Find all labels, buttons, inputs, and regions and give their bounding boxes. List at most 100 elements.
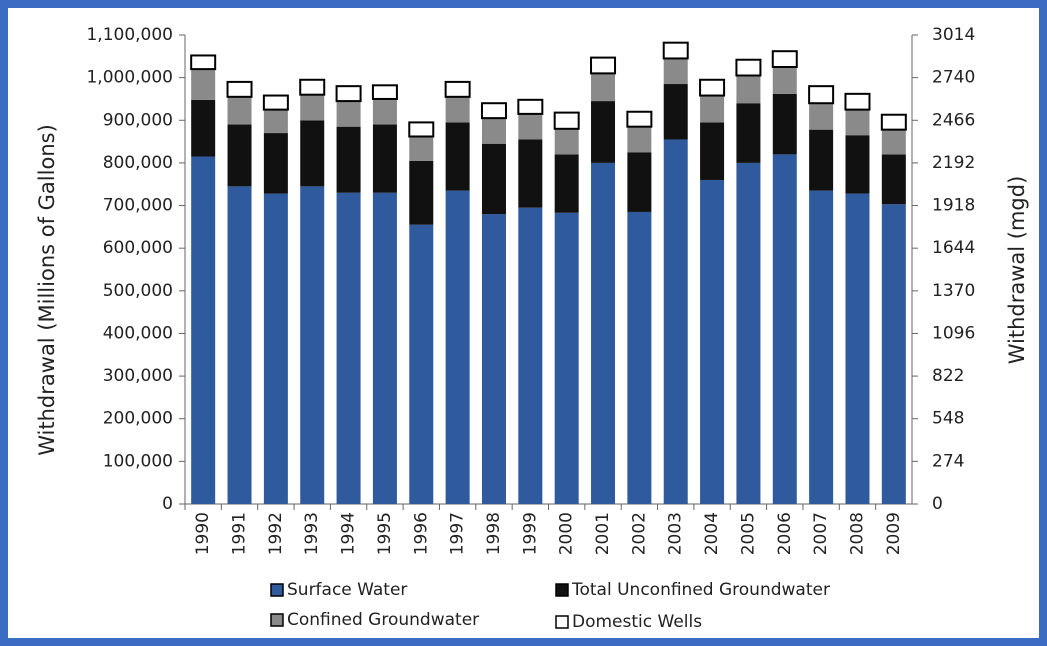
bar-segment [881,154,906,205]
bar-segment [591,101,616,163]
y2-tick-label: 0 [932,494,943,514]
y-tick-label: 900,000 [103,110,173,130]
bar-segment [700,95,725,123]
bar-segment [845,135,870,194]
bar-segment [409,224,434,504]
bar-segment [191,99,216,157]
bar-segment [335,85,362,103]
bar-segment [408,121,435,138]
bar-segment [227,186,252,505]
bar-segment [190,54,217,71]
bar-segment [554,154,579,213]
x-tick-label: 1996 [411,512,431,555]
bar-segment [554,212,579,504]
bar-segment [627,126,652,153]
x-tick-label: 2002 [629,512,649,555]
bar-segment [409,160,434,225]
bar-segment [700,122,725,180]
bar-segment [336,192,361,504]
bar-segment [262,94,289,111]
bar-segment [772,66,797,94]
y-tick-label: 0 [162,494,173,514]
x-tick-label: 1994 [339,512,359,555]
bar-segment [845,193,870,504]
x-tick-label: 2009 [884,512,904,555]
bar-segment [263,109,288,134]
x-tick-label: 1997 [448,512,468,555]
bar-segment [481,118,506,144]
y-tick-label: 300,000 [103,366,173,386]
bar-segment [627,152,652,212]
bar-segment [771,50,798,68]
y2-tick-label: 2466 [932,110,975,130]
x-tick-label: 2005 [738,512,758,555]
x-tick-label: 2006 [775,512,795,555]
bar-segment [553,111,580,130]
y2-tick-label: 274 [932,451,964,471]
bar-segment [735,58,762,77]
bar-segment [444,80,471,98]
bar-segment [809,103,834,130]
bar-segment [481,143,506,215]
bar-segment [336,126,361,193]
x-tick-label: 2007 [811,512,831,555]
bar-segment [590,56,617,75]
x-tick-label: 1993 [302,512,322,555]
bar-segment [480,102,507,120]
bar-segment [663,139,688,504]
x-tick-label: 1991 [230,512,250,555]
bar-segment [372,124,397,193]
bar-segment [845,109,870,136]
bar-segment [517,98,544,115]
y2-tick-label: 548 [932,409,964,429]
bar-segment [880,113,907,131]
bar-segment [881,204,906,504]
bar-segment [336,101,361,127]
bar-segment [627,211,652,504]
bar-segment [300,120,325,187]
bar-segment [226,80,253,98]
legend-label: Surface Water [287,580,407,600]
x-tick-label: 1992 [266,512,286,555]
bar-segment [772,154,797,504]
bar-segment [518,113,543,140]
bar-segment [626,110,653,128]
x-tick-label: 1999 [520,512,540,555]
bar-segment [736,75,761,104]
bar-segment [662,41,689,60]
y2-tick-label: 2740 [932,68,975,88]
x-tick-label: 1998 [484,512,504,555]
legend-swatch [555,583,569,597]
bar-segment [699,78,726,97]
y2-tick-label: 2192 [932,153,975,173]
legend-swatch [555,615,569,629]
y2-tick-label: 1370 [932,281,975,301]
bar-segment [663,84,688,140]
legend-label: Confined Groundwater [287,610,479,630]
x-tick-label: 1995 [375,512,395,555]
y2-tick-label: 3014 [932,25,975,45]
bar-segment [808,85,835,105]
bar-segment [772,93,797,155]
bar-segment [263,193,288,504]
bar-segment [554,128,579,155]
bar-segment [227,96,252,125]
bar-segment [736,103,761,163]
bar-segment [372,98,397,125]
bar-segment [809,129,834,191]
bar-segment [263,133,288,194]
x-tick-label: 1990 [193,512,213,555]
x-tick-label: 2003 [666,512,686,555]
bar-segment [227,124,252,187]
bar-segment [518,139,543,208]
bar-segment [809,190,834,504]
bar-segment [445,190,470,504]
y2-tick-label: 1644 [932,238,975,258]
y-tick-label: 200,000 [103,409,173,429]
legend-label: Total Unconfined Groundwater [571,580,830,600]
y-axis-label: Withdrawal (Millions of Gallons) [35,124,59,456]
bar-segment [299,78,326,96]
x-tick-label: 2004 [702,512,722,555]
y-tick-label: 600,000 [103,238,173,258]
